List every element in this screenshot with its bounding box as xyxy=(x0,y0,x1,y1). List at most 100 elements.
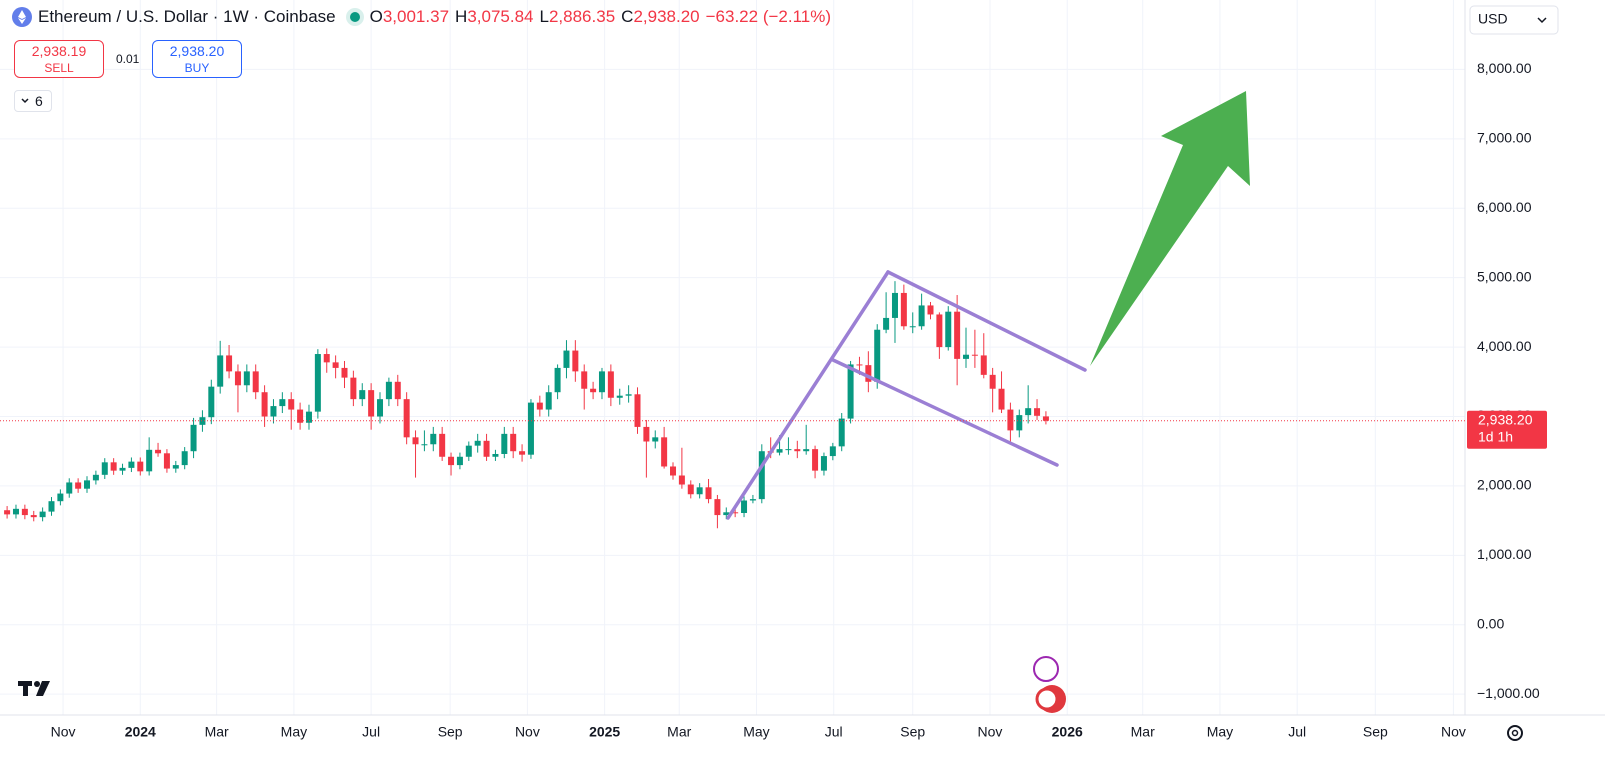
candle-body xyxy=(385,381,392,400)
market-status xyxy=(349,12,360,22)
sell-button[interactable]: 2,938.19 SELL xyxy=(14,40,104,78)
symbol-icon xyxy=(12,7,32,27)
x-tick-label: 2024 xyxy=(125,724,156,740)
candle-body xyxy=(820,456,827,471)
price-tag xyxy=(1467,410,1547,449)
candle-body xyxy=(288,399,295,410)
event-icon[interactable] xyxy=(1033,656,1059,682)
candle-body xyxy=(430,433,437,445)
y-tick-label: 4,000.00 xyxy=(1477,338,1532,354)
candle-body xyxy=(527,402,534,455)
candle-body xyxy=(439,433,446,457)
candle-body xyxy=(616,395,623,398)
candle-body xyxy=(1034,408,1041,416)
candle-body xyxy=(234,371,241,386)
change: −63.22 (−2.11%) xyxy=(705,7,832,26)
buy-label: BUY xyxy=(184,61,210,75)
ohlc-label: O xyxy=(369,7,383,26)
chevron xyxy=(21,98,29,104)
candle-body xyxy=(172,465,179,469)
candle-body xyxy=(749,499,756,501)
candle-body xyxy=(652,437,659,442)
tv-logo xyxy=(18,681,50,696)
candle-body xyxy=(874,329,881,382)
candle-body xyxy=(785,449,792,451)
candle-body xyxy=(190,424,197,452)
candle-body xyxy=(705,487,712,500)
symbol: Ethereum / U.S. Dollar · 1W · Coinbase xyxy=(38,7,336,26)
ohlc: O3,001.37 H3,075.84 L2,886.35 C2,938.20 xyxy=(370,7,706,27)
x-tick-label: Jul xyxy=(825,724,843,740)
candle-body xyxy=(57,493,64,502)
ohlc-label: L xyxy=(539,7,549,26)
trend-line xyxy=(831,358,1059,467)
candle-body xyxy=(350,377,357,400)
indicators-count: 6 xyxy=(35,93,43,109)
candle-body xyxy=(794,449,801,452)
candle-body xyxy=(1016,415,1023,431)
candle-body xyxy=(137,461,144,472)
candle-body xyxy=(776,449,783,453)
candle-body xyxy=(670,466,677,476)
candle-body xyxy=(643,426,650,442)
trend-line xyxy=(726,270,890,520)
event-icon[interactable] xyxy=(1035,687,1059,711)
candle-body xyxy=(75,482,82,489)
spread: 0.01 xyxy=(116,52,140,66)
candle-body xyxy=(377,399,384,417)
candle-body xyxy=(128,461,135,468)
sell-price: 2,938.19 xyxy=(31,43,87,59)
candle-body xyxy=(634,394,641,427)
candle-body xyxy=(741,500,748,513)
candle-body xyxy=(465,445,472,457)
candle-body xyxy=(661,437,668,467)
chevron xyxy=(1537,17,1547,24)
candle-body xyxy=(456,456,463,466)
candle-body xyxy=(865,365,872,382)
candle-body xyxy=(1025,408,1032,416)
candle-body xyxy=(181,451,188,466)
candle-body xyxy=(812,449,819,471)
candle-body xyxy=(208,386,215,418)
candle-body xyxy=(998,388,1005,410)
candle-body xyxy=(368,390,375,417)
candle-body xyxy=(963,354,970,359)
candle-body xyxy=(4,510,11,515)
buy-button[interactable]: 2,938.20 BUY xyxy=(152,40,242,78)
candle-body xyxy=(403,399,410,438)
candle-body xyxy=(598,371,605,393)
candle-body xyxy=(48,501,55,512)
candle-body xyxy=(687,484,694,495)
candle-body xyxy=(625,394,632,396)
x-tick-label: Sep xyxy=(1363,724,1388,740)
x-tick-label: Nov xyxy=(978,724,1003,740)
candle-body xyxy=(323,354,330,363)
candle-body xyxy=(226,355,233,372)
candle-body xyxy=(92,474,99,481)
x-tick-label: 2026 xyxy=(1052,724,1083,740)
currency-button[interactable] xyxy=(1469,5,1559,35)
x-tick-label: Mar xyxy=(205,724,229,740)
indicators-toggle[interactable]: 6 xyxy=(14,90,52,112)
settings-icon[interactable] xyxy=(1507,725,1523,741)
x-tick-label: Sep xyxy=(438,724,463,740)
x-tick-label: Mar xyxy=(1131,724,1155,740)
candle-body xyxy=(270,406,277,417)
price-tag-countdown: 1d 1h xyxy=(1478,428,1513,444)
candle-body xyxy=(501,433,508,454)
y-tick-label: −1,000.00 xyxy=(1477,685,1540,701)
y-tick-label: 2,000.00 xyxy=(1477,477,1532,493)
candle-body xyxy=(332,362,339,368)
candle-body xyxy=(519,451,526,455)
candle-body xyxy=(66,482,73,494)
candle-body xyxy=(483,440,490,457)
candle-body xyxy=(936,314,943,348)
candle-body xyxy=(217,355,224,387)
y-tick-label: 1,000.00 xyxy=(1477,546,1532,562)
candle-body xyxy=(1007,409,1014,431)
y-tick-label: 0.00 xyxy=(1477,615,1504,631)
candle-body xyxy=(607,371,614,398)
candle-body xyxy=(110,462,117,471)
x-tick-label: Jul xyxy=(1288,724,1306,740)
